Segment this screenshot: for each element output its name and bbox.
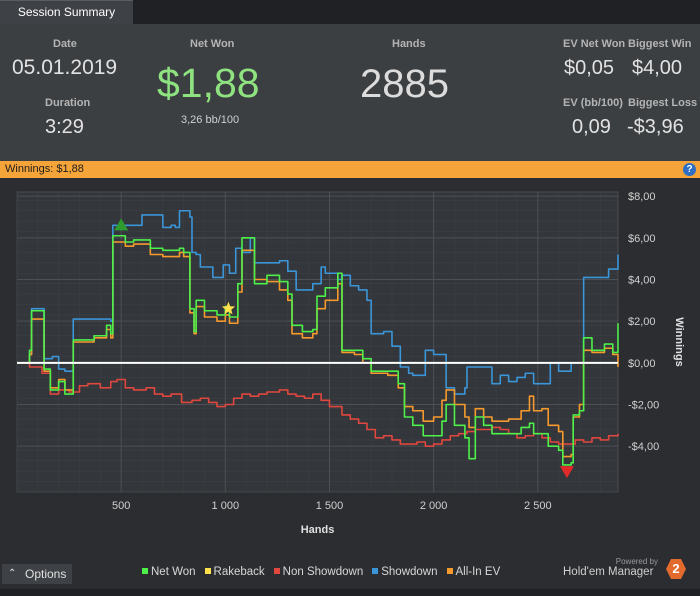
marker-biggest-loss [559, 466, 574, 479]
help-icon[interactable]: ? [683, 163, 696, 176]
winnings-chart: $8,00 $6,00 $4,00 $2,00 $0,00 -$2,00 -$4,00 500… [16, 191, 685, 536]
legend-label: Net Won [151, 566, 196, 578]
net-won-value: $1,88 [157, 60, 260, 106]
legend-swatch [273, 568, 280, 574]
ev-net-won-value: $0,05 [564, 57, 615, 79]
chart-legend: Net Won Rakeback Non Showdown Showdown All-I… [142, 566, 509, 578]
legend-item-showdown[interactable]: Showdown [372, 566, 438, 578]
legend-swatch [142, 568, 148, 574]
legend-swatch [372, 568, 379, 574]
ev-bb100-label: EV (bb/100) [563, 97, 623, 109]
legend-label: Rakeback [213, 566, 265, 578]
winnings-bar: Winnings: $1,88 ? [0, 161, 700, 178]
legend-item-non-showdown[interactable]: Non Showdown [273, 566, 364, 578]
y-tick-label: $2,00 [628, 316, 656, 328]
x-tick-label: 2 000 [420, 500, 448, 512]
ev-bb100-value: 0,09 [572, 116, 611, 138]
y-tick-label: $6,00 [628, 233, 656, 245]
tab-session-summary[interactable]: Session Summary [0, 0, 133, 25]
biggest-win-value: $4,00 [632, 57, 683, 79]
status-strip [0, 589, 700, 596]
series-line-non-showdown [17, 362, 619, 447]
powered-by-text: Powered by [615, 557, 658, 566]
x-tick-label: 2 500 [524, 500, 552, 512]
brand-version-badge: 2 [666, 559, 686, 579]
y-tick-label: -$2,00 [628, 400, 659, 412]
x-tick-label: 1 500 [316, 500, 344, 512]
session-summary-panel: Date 05.01.2019 Duration 3:29 Net Won $1… [0, 24, 700, 161]
options-label: Options [25, 567, 67, 581]
net-won-label: Net Won [190, 38, 235, 50]
biggest-loss-value: -$3,96 [627, 116, 684, 138]
series-line-net-won [17, 234, 619, 466]
x-tick-label: 1 000 [212, 500, 240, 512]
y-axis-title: Winnings [673, 317, 685, 366]
legend-item-rakeback[interactable]: Rakeback [204, 566, 265, 578]
legend-label: Non Showdown [282, 566, 364, 578]
tab-bar: Session Summary [0, 0, 700, 25]
hands-label: Hands [392, 38, 426, 50]
date-value: 05.01.2019 [12, 56, 118, 79]
x-tick-label: 500 [112, 500, 130, 512]
x-axis-title: Hands [301, 524, 335, 536]
marker-rakeback [221, 301, 236, 315]
legend-label: Showdown [381, 566, 438, 578]
duration-label: Duration [45, 97, 91, 109]
options-button[interactable]: ⌃ Options [2, 564, 72, 584]
biggest-win-label: Biggest Win [628, 38, 692, 50]
y-tick-label: $8,00 [628, 191, 656, 203]
legend-item-allin-ev[interactable]: All-In EV [446, 566, 501, 578]
net-won-bb100: 3,26 bb/100 [181, 114, 240, 126]
y-tick-label: $4,00 [628, 275, 656, 287]
plot-background [16, 191, 619, 493]
date-label: Date [53, 38, 77, 50]
legend-item-net-won[interactable]: Net Won [142, 566, 196, 578]
biggest-loss-label: Biggest Loss [628, 97, 698, 109]
y-tick-label: -$4,00 [628, 441, 659, 453]
duration-value: 3:29 [45, 116, 84, 138]
legend-label: All-In EV [455, 566, 501, 578]
legend-swatch [204, 568, 211, 574]
brand-logo: Powered by Hold'em Manager 2 [563, 557, 686, 590]
winnings-text: Winnings: $1,88 [5, 163, 84, 175]
y-tick-label: $0,00 [628, 358, 656, 370]
series-line-showdown [17, 209, 619, 395]
ev-net-won-label: EV Net Won [563, 38, 626, 50]
hands-value: 2885 [360, 62, 449, 106]
marker-biggest-win [114, 218, 129, 231]
chevron-up-icon: ⌃ [8, 568, 17, 579]
legend-swatch [446, 568, 453, 574]
chart-area: $8,00 $6,00 $4,00 $2,00 $0,00 -$2,00 -$4,00 500… [0, 178, 700, 564]
brand-name: Hold'em Manager [563, 566, 654, 578]
